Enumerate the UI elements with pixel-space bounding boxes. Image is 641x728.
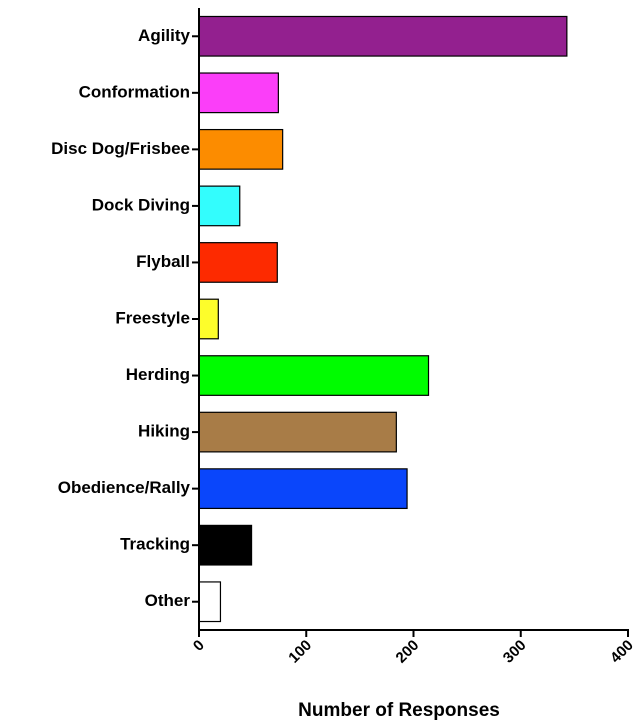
bar [198,524,253,566]
y-tick-label: Obedience/Rally [58,478,191,497]
y-tick-label: Dock Diving [92,195,190,214]
bar [198,468,408,510]
bar [198,355,430,396]
x-tick-label: 200 [393,637,423,667]
y-tick-label: Freestyle [115,308,190,327]
bar [198,15,568,57]
y-tick-label: Disc Dog/Frisbee [51,139,190,158]
bar [198,242,278,283]
y-tick-label: Conformation [79,82,190,101]
bar [198,411,397,453]
x-tick-label: 300 [500,637,530,667]
y-tick-label: Flyball [136,252,190,271]
x-axis-label: Number of Responses [298,700,500,721]
bar [198,185,241,227]
y-tick-label: Other [145,591,191,610]
bar [198,581,222,623]
bar [198,72,279,114]
x-tick-label: 400 [607,637,637,667]
y-tick-label: Tracking [120,535,190,554]
bar [198,128,284,170]
y-tick-label: Hiking [138,422,190,441]
bar [198,298,219,340]
y-tick-label: Agility [138,26,190,45]
y-tick-label: Herding [126,365,190,384]
x-tick-label: 0 [190,637,208,655]
x-tick-label: 100 [285,637,315,667]
